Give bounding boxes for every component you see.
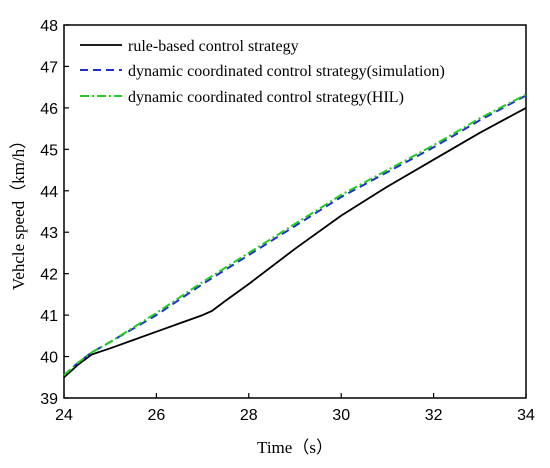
y-tick-label: 45 (40, 142, 58, 159)
legend-label-hil: dynamic coordinated control strategy(HIL… (128, 89, 404, 106)
y-tick-label: 41 (40, 308, 58, 325)
y-tick-labels: 39 40 41 42 43 44 45 46 47 48 (40, 18, 58, 408)
x-axis-title: Time（s） (257, 438, 333, 457)
series-line-rule-based (63, 107, 527, 378)
series-line-simulation (63, 94, 527, 376)
x-tick-label: 24 (55, 407, 73, 424)
series-lines (63, 93, 527, 378)
legend-label-simulation: dynamic coordinated control strategy(sim… (128, 63, 445, 80)
x-tick-label: 26 (148, 407, 166, 424)
y-axis-title: Vehcle speed（km/h） (9, 132, 28, 290)
legend: rule-based control strategy dynamic coor… (80, 38, 445, 106)
y-tick-label: 46 (40, 101, 58, 118)
legend-label-rule-based: rule-based control strategy (128, 38, 299, 55)
x-tick-label: 30 (332, 407, 350, 424)
y-tick-label: 39 (40, 391, 58, 408)
y-tick-label: 44 (40, 184, 58, 201)
y-tick-label: 48 (40, 18, 58, 35)
x-tick-label: 34 (517, 407, 535, 424)
plot-frame (63, 24, 527, 399)
x-tick-label: 28 (240, 407, 258, 424)
x-tick-label: 32 (425, 407, 443, 424)
y-tick-label: 43 (40, 225, 58, 242)
x-tick-labels: 24 26 28 30 32 34 (55, 407, 535, 424)
y-tick-label: 40 (40, 350, 58, 367)
y-tick-label: 42 (40, 267, 58, 284)
series-line-hil (63, 93, 527, 376)
y-tick-label: 47 (40, 59, 58, 76)
tick-marks (63, 24, 527, 399)
